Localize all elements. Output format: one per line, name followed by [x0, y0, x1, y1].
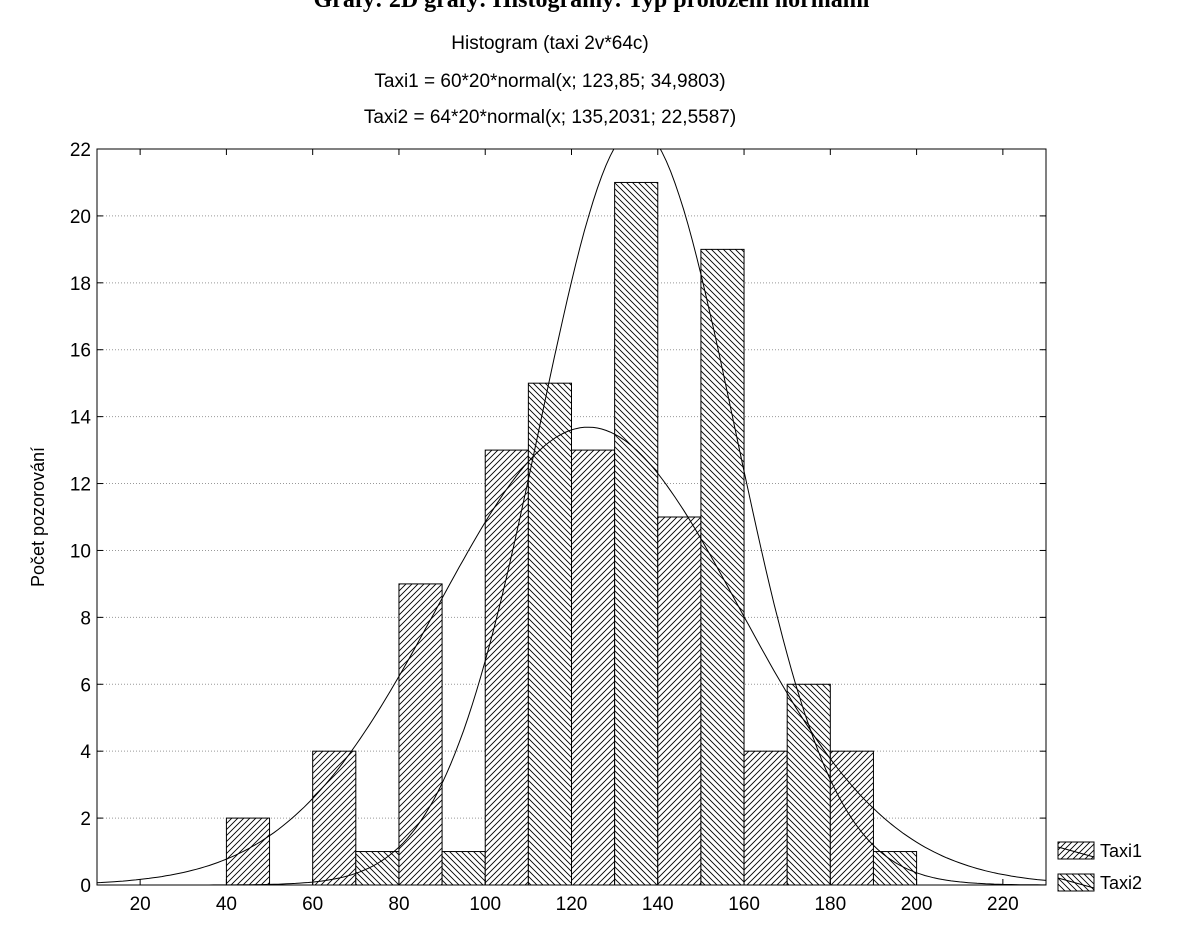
x-tick-label-60: 60 [302, 894, 323, 915]
legend-swatch-taxi1 [1057, 841, 1095, 860]
legend: Taxi1 Taxi2 [1057, 841, 1142, 893]
y-tick-label-2: 2 [80, 809, 91, 830]
x-tick-label-140: 140 [642, 894, 674, 915]
bar-taxi2-190 [872, 851, 918, 886]
bar-taxi1-50 [225, 817, 271, 886]
x-tick-label-80: 80 [388, 894, 409, 915]
fit-curve-taxi1 [97, 426, 1046, 884]
bar-taxi2-110 [527, 382, 573, 886]
bar-taxi1-150 [657, 516, 702, 886]
x-tick-label-200: 200 [901, 894, 933, 915]
legend-line-taxi1 [1057, 846, 1095, 858]
legend-label-taxi1: Taxi1 [1100, 841, 1142, 861]
x-tick-label-220: 220 [987, 894, 1019, 915]
y-tick-label-18: 18 [70, 274, 91, 295]
bar-taxi1-130 [571, 449, 616, 886]
y-tick-label-10: 10 [70, 541, 91, 562]
axis-ticks: 0 2 4 6 8 10 12 14 16 18 20 22 20 40 60 80 100 120 140 160 1… [70, 140, 1046, 915]
y-tick-label-16: 16 [70, 341, 91, 362]
chart-subtitle-taxi2: Taxi2 = 64*20*normal(x; 135,2031; 22,558… [364, 107, 736, 128]
legend-label-taxi2: Taxi2 [1100, 873, 1142, 893]
bar-taxi2-150 [700, 248, 745, 886]
y-tick-label-4: 4 [80, 742, 91, 763]
bar-taxi2-70 [355, 851, 400, 886]
y-tick-label-8: 8 [80, 608, 91, 629]
y-tick-label-6: 6 [80, 675, 91, 696]
x-tick-label-120: 120 [556, 894, 588, 915]
chart-subtitle-taxi1: Taxi1 = 60*20*normal(x; 123,85; 34,9803) [374, 71, 725, 92]
x-tick-label-100: 100 [469, 894, 501, 915]
y-tick-label-22: 22 [70, 140, 91, 161]
bar-taxi2-130 [614, 181, 659, 886]
legend-line-taxi2 [1057, 877, 1095, 889]
y-tick-label-14: 14 [70, 408, 92, 429]
y-axis-label: Počet pozorování [28, 447, 48, 587]
y-tick-label-0: 0 [80, 876, 91, 897]
x-tick-label-180: 180 [814, 894, 846, 915]
bar-taxi1-70 [312, 750, 357, 886]
bar-taxi2-170 [786, 683, 831, 886]
x-tick-label-40: 40 [216, 894, 237, 915]
x-tick-label-160: 160 [728, 894, 760, 915]
bar-taxi1-110 [484, 449, 529, 886]
y-tick-label-12: 12 [70, 475, 91, 496]
y-tick-label-20: 20 [70, 207, 91, 228]
bars [225, 181, 918, 886]
chart-title: Histogram (taxi 2v*64c) [451, 33, 648, 54]
bar-taxi1-170 [743, 750, 788, 886]
page-caption: Grafy: 2D grafy: Histogramy: Typ prolože… [313, 0, 870, 13]
bar-taxi1-90 [398, 583, 443, 886]
x-tick-label-20: 20 [130, 894, 151, 915]
bar-taxi2-90 [441, 851, 486, 886]
